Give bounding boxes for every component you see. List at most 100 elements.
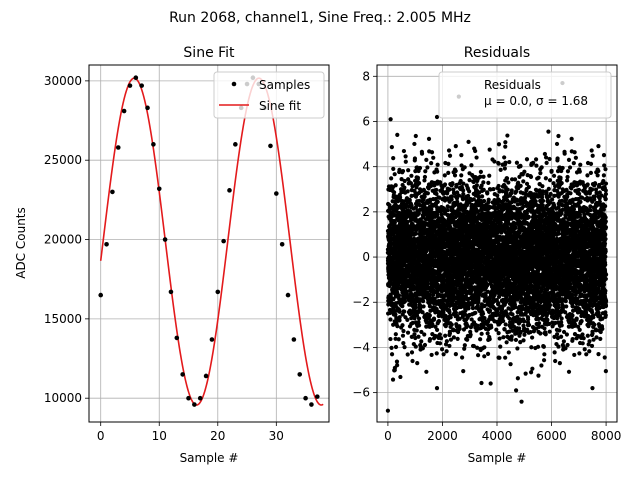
residual-point <box>429 161 434 166</box>
residual-point <box>513 225 518 230</box>
sample-point <box>104 241 109 247</box>
sample-point <box>274 191 279 196</box>
residual-point <box>404 291 409 296</box>
residuals-xtick-label: 8000 <box>591 429 622 443</box>
residual-point <box>442 173 447 178</box>
residual-point <box>503 322 508 327</box>
residual-point <box>424 369 429 374</box>
residual-point <box>388 336 393 342</box>
residual-point <box>393 312 398 317</box>
sample-point <box>168 289 174 295</box>
residual-point <box>416 316 422 321</box>
residual-point <box>391 322 396 327</box>
residual-point <box>395 290 400 295</box>
residuals-ytick-label: 6 <box>362 114 370 128</box>
residual-point <box>450 181 455 186</box>
residual-point <box>498 167 503 172</box>
residual-point <box>422 174 428 180</box>
residual-point <box>451 335 456 340</box>
residual-point <box>496 331 501 336</box>
residual-point <box>489 325 494 330</box>
residual-point <box>426 136 432 141</box>
residual-point <box>503 144 508 149</box>
residuals-ytick-label: −4 <box>352 340 370 354</box>
sine-fit-ytick-label: 25000 <box>44 153 82 167</box>
residual-point <box>428 183 434 189</box>
residuals-title: Residuals <box>464 45 530 61</box>
residual-point <box>406 168 411 173</box>
sample-point <box>98 292 104 298</box>
residual-point <box>460 355 465 360</box>
residual-point <box>453 144 458 149</box>
residual-point <box>487 147 492 152</box>
sample-point <box>133 75 139 80</box>
residual-point <box>392 220 397 225</box>
residual-point <box>501 318 506 324</box>
residual-point <box>503 355 508 360</box>
sample-point <box>227 188 232 193</box>
sample-point <box>303 395 308 401</box>
sine-fit-frame <box>88 64 330 423</box>
residual-point <box>451 187 456 192</box>
residual-point <box>507 159 512 165</box>
residual-point <box>443 342 449 347</box>
residual-point <box>413 133 418 139</box>
residual-point <box>405 189 410 194</box>
residual-point <box>396 293 402 298</box>
residual-point <box>447 331 453 336</box>
residual-point <box>398 374 403 380</box>
residual-point <box>448 315 453 320</box>
residual-point <box>412 332 417 337</box>
residual-point <box>466 139 471 144</box>
sine-fit-ytick-label: 20000 <box>44 233 82 247</box>
sample-point <box>233 142 238 147</box>
sample-point <box>203 373 209 379</box>
sample-point <box>115 145 121 150</box>
residuals-ytick-label: 2 <box>362 205 370 219</box>
residual-point <box>502 166 507 171</box>
residual-point <box>486 197 491 202</box>
residual-point <box>410 358 415 364</box>
residual-point <box>402 309 407 314</box>
residual-point <box>492 159 497 164</box>
residual-point <box>481 198 487 204</box>
residual-point <box>443 313 448 319</box>
residual-point <box>479 331 484 336</box>
residuals-ytick-label: −6 <box>352 386 370 400</box>
sine-fit-ytick-label: 15000 <box>44 312 82 326</box>
residual-point <box>418 305 423 310</box>
residual-point <box>437 332 442 337</box>
residual-point <box>436 319 442 324</box>
sine-fit-legend-box <box>213 71 325 119</box>
residual-point <box>434 187 439 193</box>
residual-point <box>423 169 428 174</box>
residual-point <box>447 310 452 315</box>
residual-point <box>453 310 459 315</box>
residual-point <box>422 332 427 337</box>
sample-point <box>309 402 314 407</box>
sample-point <box>162 237 168 242</box>
sine-fit-ylabel: ADC Counts <box>14 207 28 279</box>
residuals-data <box>385 80 609 413</box>
residual-point <box>437 341 443 346</box>
residual-point <box>397 167 402 172</box>
residual-point <box>474 183 479 188</box>
residual-point <box>501 335 506 340</box>
residual-point <box>445 204 450 209</box>
legend-sinefit-label: Sine fit <box>259 99 301 113</box>
residual-point <box>482 345 487 350</box>
residual-point <box>389 352 395 357</box>
residual-point <box>405 317 410 322</box>
residual-point <box>487 337 492 342</box>
residual-point <box>438 336 444 341</box>
sine-fit-xtick-label: 30 <box>269 429 284 443</box>
residual-point <box>487 173 492 178</box>
residual-point <box>401 328 406 334</box>
residual-point <box>503 160 508 165</box>
residual-point <box>445 207 450 213</box>
residual-point <box>481 174 486 179</box>
residual-point <box>453 352 458 357</box>
